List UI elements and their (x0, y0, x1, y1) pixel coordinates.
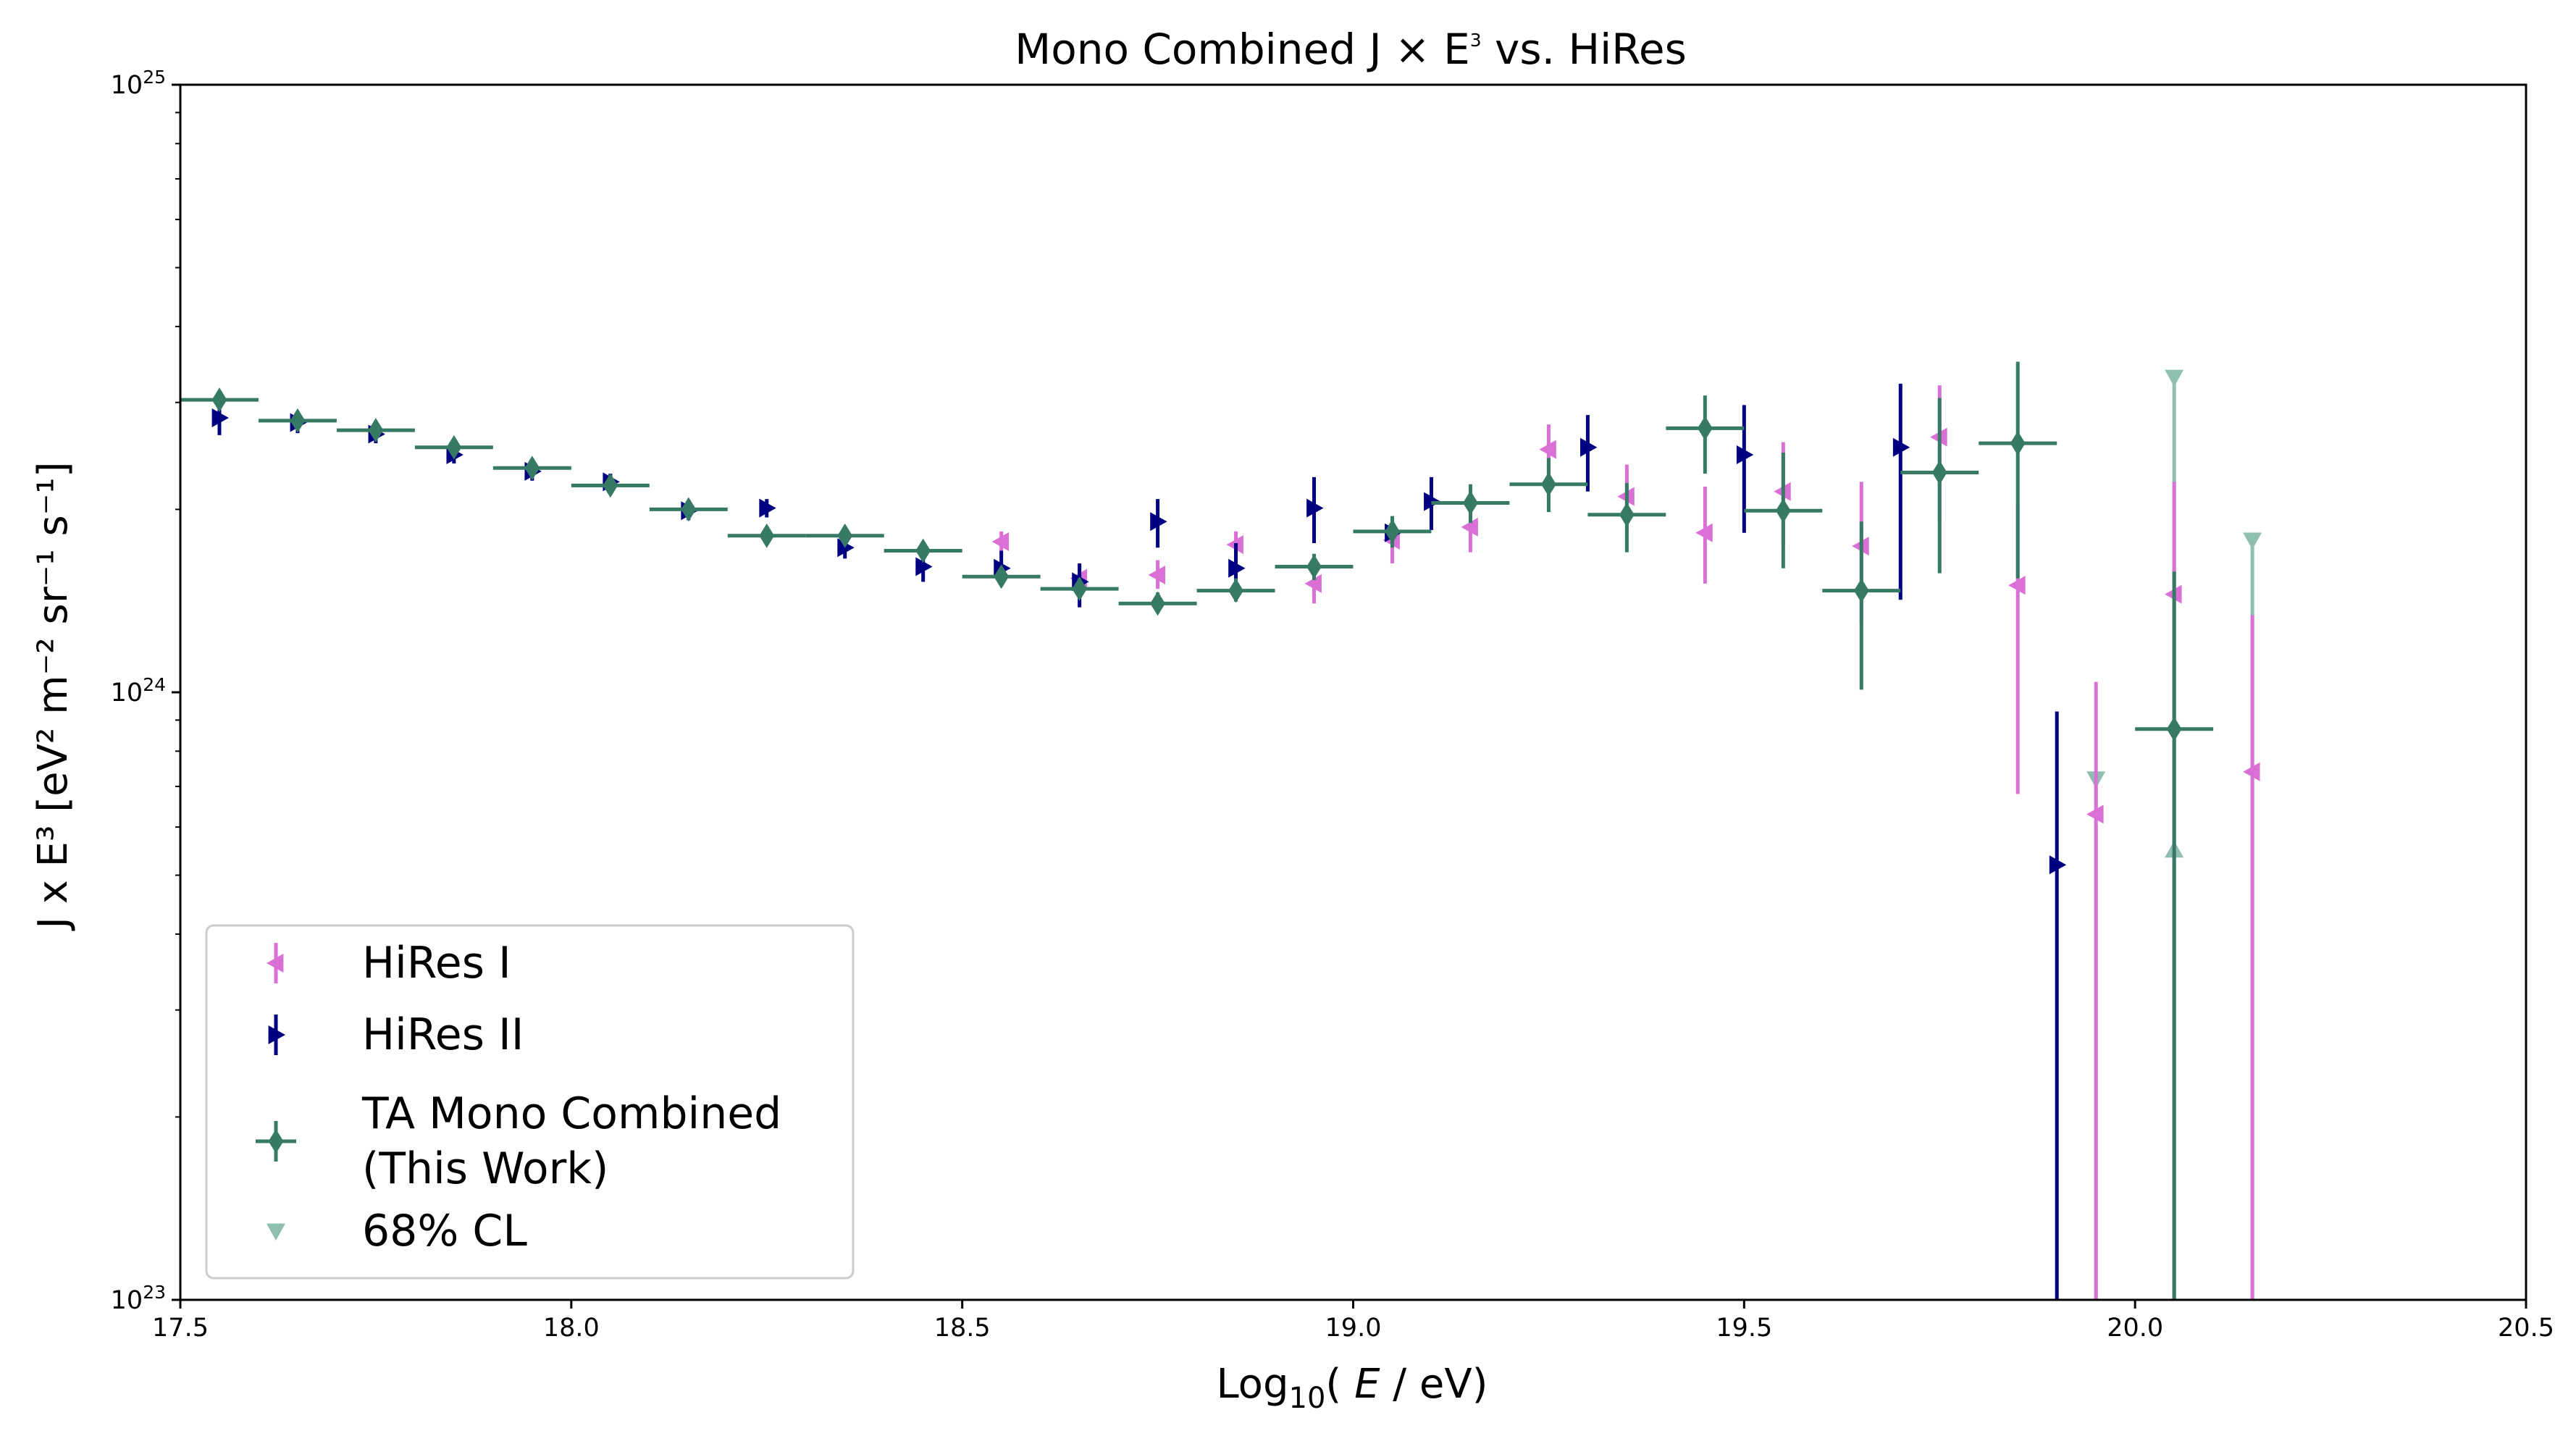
data-point (1228, 578, 1243, 603)
data-point (1463, 490, 1478, 516)
data-point (1580, 437, 1598, 457)
legend-marker (267, 954, 284, 973)
data-point (2243, 532, 2262, 550)
data-point (1150, 591, 1165, 616)
axes: 17.5 18.0 18.5 19.0 19.5 20.0 20.5 1023 1024 1025 (111, 67, 2554, 1343)
data-point (1461, 517, 1478, 537)
data-point (1697, 416, 1713, 441)
x-tick-label: 19.5 (1716, 1314, 1772, 1343)
data-point (915, 557, 933, 576)
data-point (446, 434, 462, 460)
data-point (759, 498, 776, 518)
legend-label: (This Work) (362, 1143, 608, 1194)
data-point (290, 408, 306, 433)
x-tick-label: 20.5 (2498, 1314, 2554, 1343)
data-point (1775, 498, 1791, 524)
y-tick-label: 1025 (111, 67, 166, 100)
data-point (1306, 554, 1322, 579)
plot-area (180, 361, 2262, 1300)
legend-label: TA Mono Combined (361, 1088, 781, 1139)
legend-marker (268, 1025, 285, 1044)
legend: HiRes I HiRes II TA Mono Combined(This Wor… (205, 924, 855, 1280)
data-point (759, 523, 775, 548)
data-point (915, 538, 931, 563)
x-tick-label: 18.5 (934, 1314, 991, 1343)
data-point (211, 408, 229, 427)
legend-label: 68% CL (362, 1206, 527, 1256)
data-point (2049, 855, 2067, 875)
x-axis-title: Log10( E / eV) (1216, 1361, 1488, 1415)
legend-label: HiRes II (362, 1009, 524, 1060)
data-point (211, 387, 227, 412)
y-tick-label: 1024 (111, 674, 166, 707)
data-point (1619, 502, 1635, 527)
data-point (1385, 518, 1400, 544)
data-point (1736, 445, 1754, 465)
data-point (1931, 460, 1947, 485)
data-point (2243, 762, 2260, 781)
data-point (1306, 498, 1324, 518)
legend-item: HiRes I (267, 938, 511, 988)
data-point (1150, 512, 1167, 532)
data-point (368, 418, 384, 442)
legend-marker (268, 1129, 284, 1154)
data-point (2086, 805, 2104, 824)
data-point (1148, 565, 1165, 584)
legend-box (205, 924, 855, 1280)
data-point (2166, 716, 2182, 742)
data-point (1541, 471, 1556, 497)
data-point (1228, 558, 1246, 578)
x-tick-label: 20.0 (2107, 1314, 2163, 1343)
plot-clipped-group (180, 361, 2262, 1300)
legend-marker (267, 1223, 285, 1240)
y-tick-label: 1023 (111, 1282, 166, 1315)
y-axis-title: J x E³ [eV² m⁻² sr⁻¹ s⁻¹] (30, 461, 77, 931)
data-point (2010, 431, 2026, 455)
legend-item: TA Mono Combined(This Work) (256, 1088, 781, 1194)
data-point (837, 523, 853, 548)
data-point (994, 564, 1010, 589)
data-point (1539, 440, 1556, 459)
data-point (524, 455, 540, 481)
data-point (1853, 578, 1869, 603)
series-ta-mono-combined (180, 361, 2214, 1300)
data-point (1072, 576, 1088, 602)
data-point (603, 473, 618, 498)
data-point (2008, 576, 2026, 595)
legend-label: HiRes I (362, 938, 511, 988)
data-point (1892, 437, 1910, 457)
chart-title: Mono Combined J × E3 vs. HiRes (1015, 25, 1687, 74)
data-point (681, 497, 697, 522)
x-tick-label: 19.0 (1325, 1314, 1382, 1343)
legend-item: 68% CL (267, 1206, 527, 1256)
data-point (2165, 369, 2184, 387)
legend-item: HiRes II (268, 1009, 524, 1060)
data-point (1695, 523, 1713, 542)
data-point (1304, 574, 1322, 593)
data-point (991, 532, 1010, 551)
x-tick-label: 17.5 (152, 1314, 209, 1343)
x-tick-label: 18.0 (543, 1314, 600, 1343)
data-point (837, 538, 855, 558)
